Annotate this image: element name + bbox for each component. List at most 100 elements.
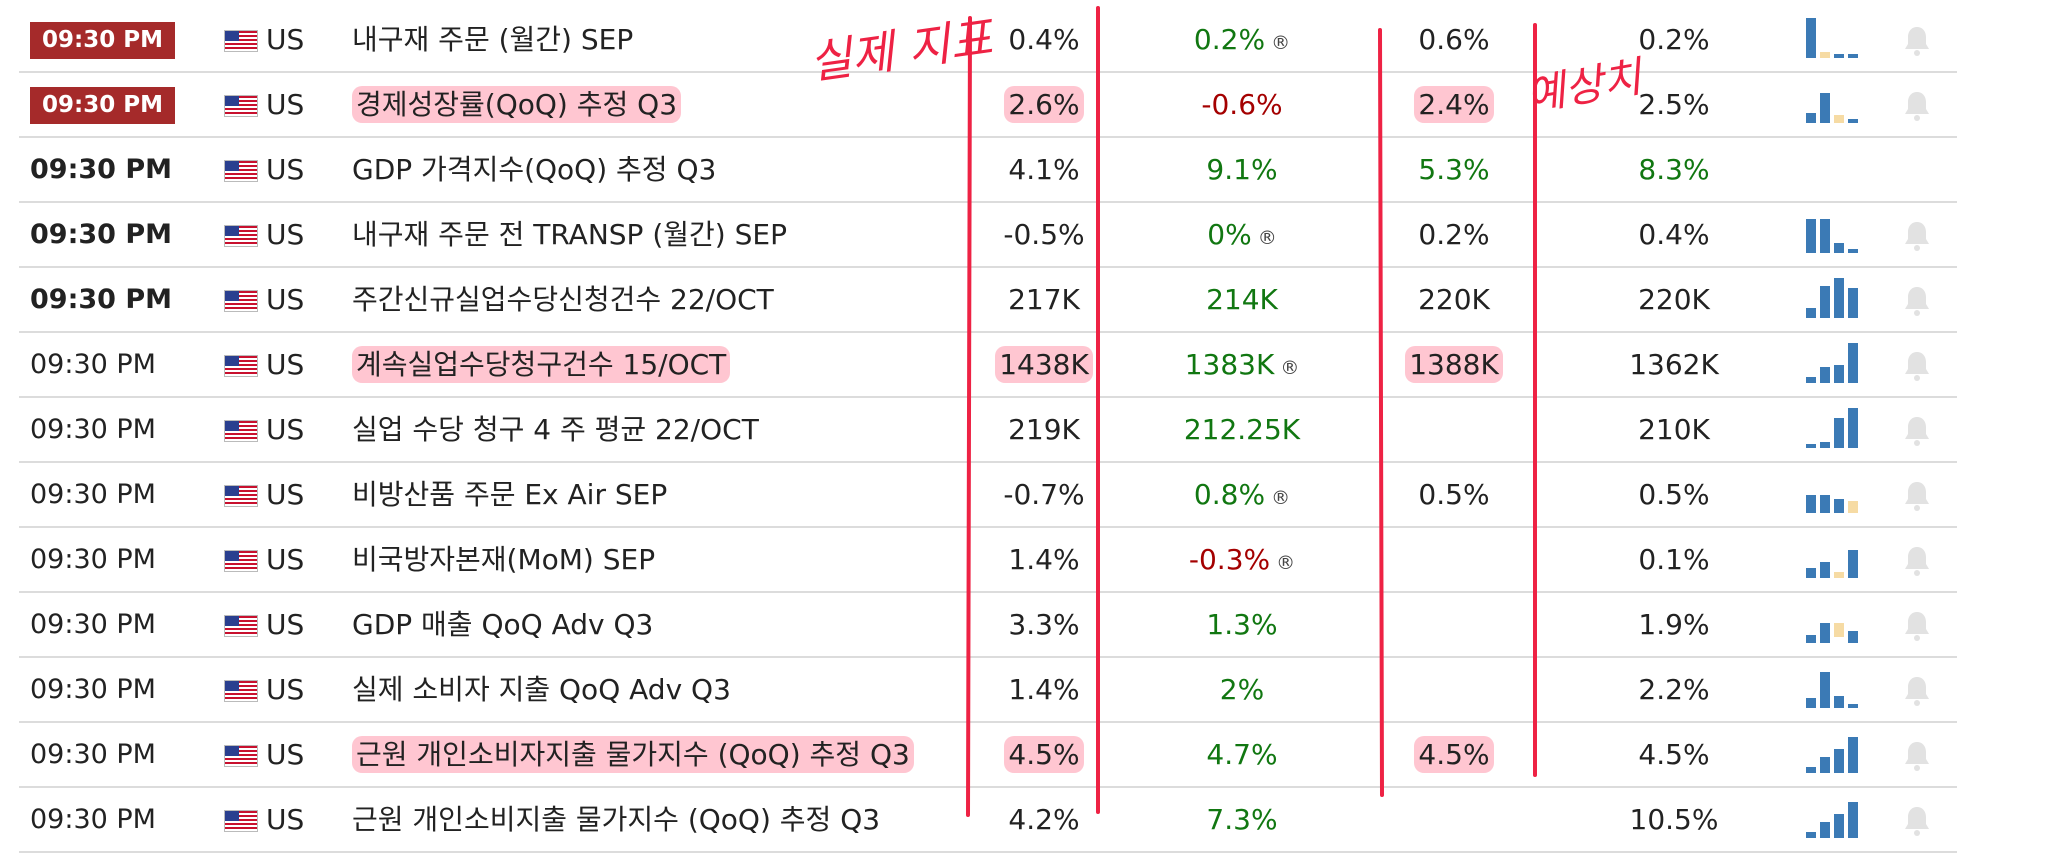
us-flag-icon [224, 420, 258, 442]
forecast-value: 1388K [1405, 346, 1503, 383]
table-row[interactable]: 09:30 PM US 실제 소비자 지출 QoQ Adv Q3 1.4% 2%… [19, 658, 1957, 723]
table-row[interactable]: 09:30 PM US 내구재 주문 전 TRANSP (월간) SEP -0.… [19, 203, 1957, 268]
history-chart-icon[interactable] [1804, 278, 1864, 322]
bell-icon[interactable] [1899, 737, 1935, 773]
country-code: US [266, 738, 305, 771]
actual-value: 217K [1008, 283, 1080, 316]
forecast-value: 0.2% [1418, 218, 1490, 251]
antecedent-value: 2% [1219, 673, 1265, 706]
event-name[interactable]: 내구재 주문 (월간) SEP [352, 23, 634, 56]
history-bar [1848, 704, 1858, 708]
us-flag-icon [224, 550, 258, 572]
us-flag-icon [224, 160, 258, 182]
event-name[interactable]: 경제성장률(QoQ) 추정 Q3 [352, 86, 682, 123]
table-row[interactable]: 09:30 PM US 근원 개인소비지출 물가지수 (QoQ) 추정 Q3 4… [19, 788, 1957, 853]
antecedent-value: 7.3% [1206, 803, 1278, 836]
history-bar [1848, 54, 1858, 58]
table-row[interactable]: 09:30 PM US 주간신규실업수당신청건수 22/OCT 217K 214… [19, 268, 1957, 333]
history-bar [1820, 623, 1830, 643]
history-chart-icon[interactable] [1804, 733, 1864, 777]
event-name[interactable]: 내구재 주문 전 TRANSP (월간) SEP [352, 218, 787, 251]
antecedent-value: 212.25K [1183, 413, 1301, 446]
country-code: US [266, 413, 305, 446]
us-flag-icon [224, 615, 258, 637]
bell-icon[interactable] [1899, 412, 1935, 448]
table-row[interactable]: 09:30 PM US GDP 가격지수(QoQ) 추정 Q3 4.1% 9.1… [19, 138, 1957, 203]
bell-icon[interactable] [1899, 607, 1935, 643]
history-chart-icon[interactable] [1804, 18, 1864, 62]
event-time: 09:30 PM [30, 22, 175, 59]
history-bar [1806, 495, 1816, 513]
bell-icon[interactable] [1899, 282, 1935, 318]
history-bar [1820, 367, 1830, 383]
table-row[interactable]: 09:30 PM US GDP 매출 QoQ Adv Q3 3.3% 1.3% … [19, 593, 1957, 658]
table-row[interactable]: 09:30 PM US 실업 수당 청구 4 주 평균 22/OCT 219K … [19, 398, 1957, 463]
history-bar [1848, 501, 1858, 513]
history-bar [1848, 737, 1858, 773]
history-chart-icon[interactable] [1804, 343, 1864, 387]
event-name[interactable]: 비국방자본재(MoM) SEP [352, 543, 656, 576]
event-name[interactable]: 주간신규실업수당신청건수 22/OCT [352, 283, 774, 316]
history-chart-icon[interactable] [1804, 668, 1864, 712]
event-time: 09:30 PM [30, 154, 173, 185]
previous-value: 220K [1638, 283, 1710, 316]
history-chart-icon[interactable] [1804, 538, 1864, 582]
history-bar [1834, 572, 1844, 578]
history-bar [1848, 119, 1858, 123]
table-row[interactable]: 09:30 PM US 비방산품 주문 Ex Air SEP -0.7% 0.8… [19, 463, 1957, 528]
event-time: 09:30 PM [30, 219, 173, 250]
history-bar [1834, 499, 1844, 513]
event-name[interactable]: 비방산품 주문 Ex Air SEP [352, 478, 668, 511]
event-time: 09:30 PM [30, 284, 173, 315]
history-bar [1834, 278, 1844, 318]
history-bar [1834, 418, 1844, 448]
history-bar [1848, 343, 1858, 383]
history-chart-icon[interactable] [1804, 473, 1864, 517]
history-bar [1820, 672, 1830, 708]
history-chart-icon[interactable] [1804, 798, 1864, 842]
history-bar [1806, 444, 1816, 448]
event-name[interactable]: GDP 매출 QoQ Adv Q3 [352, 608, 654, 641]
previous-value: 1362K [1629, 348, 1719, 381]
bell-icon[interactable] [1899, 347, 1935, 383]
bell-icon[interactable] [1899, 217, 1935, 253]
event-time: 09:30 PM [30, 349, 156, 380]
event-name[interactable]: GDP 가격지수(QoQ) 추정 Q3 [352, 153, 717, 186]
revised-icon: ® [1276, 552, 1296, 574]
actual-value: 0.4% [1008, 23, 1080, 56]
actual-value: -0.7% [1003, 478, 1085, 511]
table-row[interactable]: 09:30 PM US 경제성장률(QoQ) 추정 Q3 2.6% -0.6% … [19, 73, 1957, 138]
us-flag-icon [224, 95, 258, 117]
history-chart-icon[interactable] [1804, 603, 1864, 647]
bell-icon[interactable] [1899, 477, 1935, 513]
event-name[interactable]: 근원 개인소비지출 물가지수 (QoQ) 추정 Q3 [352, 803, 881, 836]
event-name[interactable]: 근원 개인소비자지출 물가지수 (QoQ) 추정 Q3 [352, 736, 914, 773]
table-row[interactable]: 09:30 PM US 계속실업수당청구건수 15/OCT 1438K 1383… [19, 333, 1957, 398]
previous-value: 2.2% [1638, 673, 1710, 706]
antecedent-value: 9.1% [1206, 153, 1278, 186]
history-bar [1848, 802, 1858, 838]
event-name[interactable]: 실제 소비자 지출 QoQ Adv Q3 [352, 673, 731, 706]
country-code: US [266, 478, 305, 511]
bell-icon[interactable] [1899, 542, 1935, 578]
actual-value: 4.1% [1008, 153, 1080, 186]
us-flag-icon [224, 745, 258, 767]
history-chart-icon[interactable] [1804, 83, 1864, 127]
table-row[interactable]: 09:30 PM US 근원 개인소비자지출 물가지수 (QoQ) 추정 Q3 … [19, 723, 1957, 788]
table-row[interactable]: 09:30 PM US 비국방자본재(MoM) SEP 1.4% -0.3% ® … [19, 528, 1957, 593]
us-flag-icon [224, 225, 258, 247]
revised-icon: ® [1257, 227, 1277, 249]
history-bar [1806, 698, 1816, 708]
event-time: 09:30 PM [30, 414, 156, 445]
history-chart-icon[interactable] [1804, 213, 1864, 257]
event-name[interactable]: 계속실업수당청구건수 15/OCT [352, 346, 731, 383]
bell-icon[interactable] [1899, 802, 1935, 838]
table-row[interactable]: 09:30 PM US 내구재 주문 (월간) SEP 0.4% 0.2% ® 0… [19, 8, 1957, 73]
history-bar [1834, 814, 1844, 838]
history-chart-icon[interactable] [1804, 408, 1864, 452]
bell-icon[interactable] [1899, 22, 1935, 58]
event-name[interactable]: 실업 수당 청구 4 주 평균 22/OCT [352, 413, 759, 446]
bell-icon[interactable] [1899, 672, 1935, 708]
bell-icon[interactable] [1899, 87, 1935, 123]
forecast-value: 0.6% [1418, 23, 1490, 56]
